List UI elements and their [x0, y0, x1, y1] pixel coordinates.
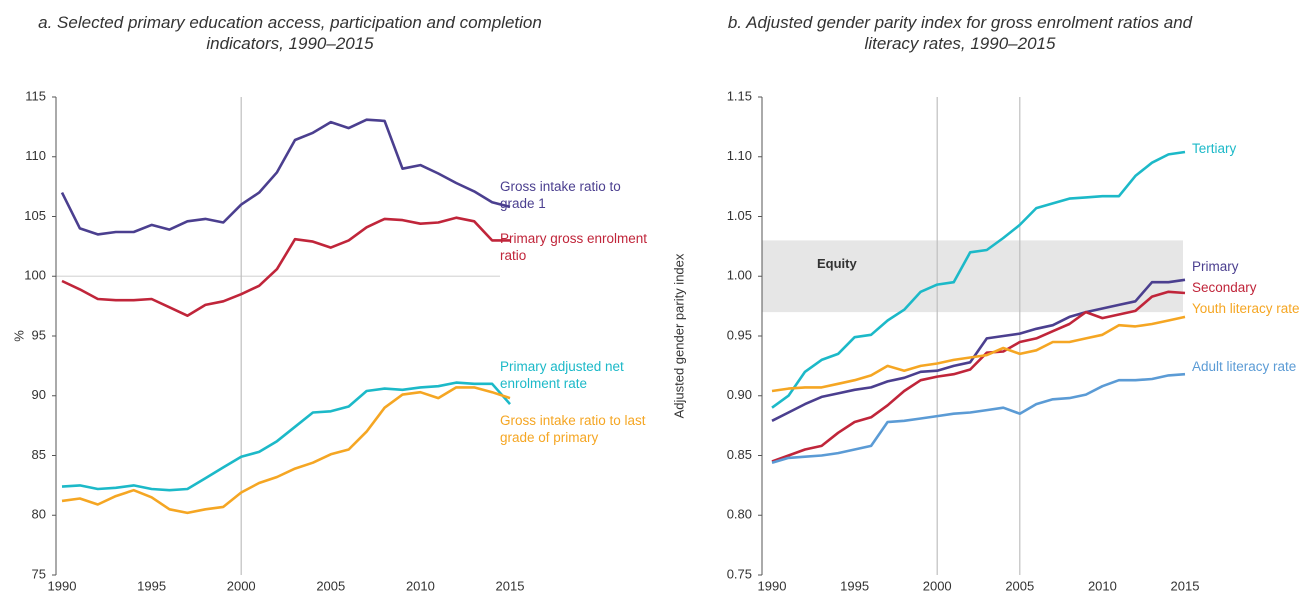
y-tick-label: 1.10	[727, 148, 752, 163]
series-line	[771, 372, 1186, 464]
y-tick-label: 90	[32, 387, 46, 402]
series-label: Primary gross enrolment ratio	[500, 231, 648, 263]
x-tick-label: 1995	[137, 578, 166, 593]
y-tick-label: 115	[25, 88, 46, 103]
y-tick-label: 0.75	[727, 566, 752, 581]
y-tick-label: 85	[32, 447, 46, 462]
y-tick-label: 105	[24, 208, 46, 223]
series-line	[771, 150, 1186, 409]
y-tick-label: 110	[25, 148, 46, 163]
series-label: Gross intake ratio to grade 1	[500, 179, 621, 211]
series-line	[771, 290, 1186, 463]
y-tick-label: 1.05	[727, 208, 752, 223]
y-axis-label: Adjusted gender parity index	[671, 253, 686, 418]
x-tick-label: 2005	[1005, 578, 1034, 593]
series-line	[60, 118, 511, 236]
x-tick-label: 2015	[1171, 578, 1200, 593]
x-tick-label: 1990	[48, 578, 77, 593]
y-tick-label: 100	[24, 268, 46, 283]
x-tick-label: 2000	[227, 578, 256, 593]
x-tick-label: 1990	[758, 578, 787, 593]
series-label: Adult literacy rate	[1192, 359, 1297, 374]
series-line	[61, 216, 510, 317]
series-label: Gross intake ratio to last grade of prim…	[500, 413, 646, 445]
series-line	[771, 278, 1186, 422]
x-tick-label: 2005	[316, 578, 345, 593]
x-tick-label: 2000	[923, 578, 952, 593]
y-tick-label: 1.15	[727, 88, 752, 103]
y-tick-label: 0.95	[727, 327, 752, 342]
x-tick-label: 2010	[406, 578, 435, 593]
y-tick-label: 75	[32, 566, 46, 581]
chart-title: b. Adjusted gender parity index for gros…	[727, 13, 1193, 53]
series-label: Secondary	[1192, 280, 1257, 295]
series-line	[771, 315, 1186, 393]
series-line	[61, 381, 511, 492]
series-label: Primary	[1192, 259, 1239, 274]
chart-title: a. Selected primary education access, pa…	[38, 13, 542, 53]
x-tick-label: 2015	[496, 578, 525, 593]
band-label: Equity	[817, 256, 857, 271]
series-line	[61, 386, 511, 515]
y-tick-label: 80	[32, 507, 46, 522]
x-tick-label: 1995	[840, 578, 869, 593]
series-label: Youth literacy rate	[1192, 301, 1300, 316]
y-tick-label: 0.80	[727, 507, 752, 522]
y-tick-label: 0.85	[727, 447, 752, 462]
series-label: Tertiary	[1192, 141, 1237, 156]
y-tick-label: 0.90	[727, 387, 752, 402]
series-label: Primary adjusted net enrolment rate	[500, 359, 624, 391]
x-tick-label: 2010	[1088, 578, 1117, 593]
y-tick-label: 95	[32, 327, 46, 342]
y-axis-label: %	[11, 330, 26, 342]
y-tick-label: 1.00	[727, 268, 752, 283]
